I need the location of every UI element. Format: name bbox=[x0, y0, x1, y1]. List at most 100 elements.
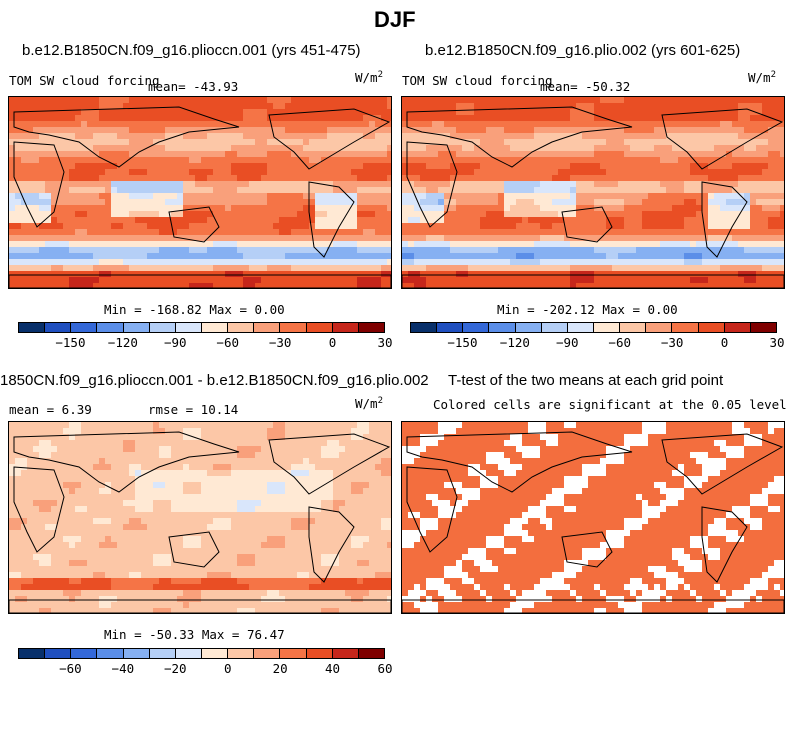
grid-cell bbox=[87, 163, 94, 170]
grid-cell bbox=[582, 121, 589, 128]
grid-cell bbox=[534, 253, 541, 260]
grid-cell bbox=[684, 253, 691, 260]
grid-cell bbox=[291, 265, 298, 272]
grid-cell bbox=[207, 169, 214, 176]
grid-cell bbox=[552, 211, 559, 218]
grid-cell bbox=[570, 265, 577, 272]
grid-cell bbox=[321, 199, 328, 206]
grid-cell bbox=[123, 151, 130, 158]
grid-cell bbox=[432, 247, 439, 254]
grid-cell bbox=[219, 115, 226, 122]
grid-cell bbox=[309, 199, 316, 206]
grid-cell bbox=[474, 265, 481, 272]
grid-cell bbox=[237, 109, 244, 116]
grid-cell bbox=[570, 121, 577, 128]
grid-cell bbox=[438, 145, 445, 152]
grid-cell bbox=[426, 157, 433, 164]
grid-cell bbox=[327, 476, 334, 483]
grid-cell bbox=[21, 259, 28, 266]
grid-cell bbox=[480, 109, 487, 116]
grid-cell bbox=[420, 271, 427, 278]
grid-cell bbox=[129, 127, 136, 134]
grid-cell bbox=[480, 271, 487, 278]
grid-cell bbox=[528, 259, 535, 266]
grid-cell bbox=[462, 127, 469, 134]
grid-cell bbox=[624, 235, 631, 242]
grid-cell bbox=[696, 211, 703, 218]
grid-cell bbox=[339, 175, 346, 182]
grid-cell bbox=[714, 169, 721, 176]
grid-cell bbox=[33, 133, 40, 140]
grid-cell bbox=[684, 163, 691, 170]
grid-cell bbox=[486, 229, 493, 236]
grid-cell bbox=[426, 121, 433, 128]
grid-cell bbox=[291, 253, 298, 260]
grid-cell bbox=[309, 482, 316, 489]
grid-cell bbox=[426, 199, 433, 206]
grid-cell bbox=[177, 199, 184, 206]
grid-cell bbox=[21, 187, 28, 194]
grid-cell bbox=[357, 458, 364, 465]
grid-cell bbox=[63, 283, 70, 288]
grid-cell bbox=[630, 253, 637, 260]
grid-cell bbox=[558, 127, 565, 134]
grid-cell bbox=[279, 145, 286, 152]
grid-cell bbox=[291, 187, 298, 194]
grid-cell bbox=[39, 440, 46, 447]
grid-cell bbox=[498, 181, 505, 188]
grid-cell bbox=[522, 235, 529, 242]
grid-cell bbox=[105, 428, 112, 435]
grid-cell bbox=[339, 494, 346, 501]
grid-cell bbox=[333, 175, 340, 182]
grid-cell bbox=[45, 217, 52, 224]
grid-cell bbox=[738, 175, 745, 182]
grid-cell bbox=[480, 247, 487, 254]
grid-cell bbox=[408, 181, 415, 188]
grid-cell bbox=[690, 199, 697, 206]
grid-cell bbox=[444, 121, 451, 128]
grid-cell bbox=[654, 139, 661, 146]
grid-cell bbox=[678, 241, 685, 248]
grid-cell bbox=[111, 121, 118, 128]
grid-cell bbox=[606, 199, 613, 206]
grid-cell bbox=[285, 97, 292, 104]
grid-cell bbox=[726, 169, 733, 176]
grid-cell bbox=[315, 476, 322, 483]
grid-cell bbox=[123, 259, 130, 266]
grid-cell bbox=[534, 151, 541, 158]
grid-cell bbox=[408, 283, 415, 288]
grid-cell bbox=[690, 193, 697, 200]
grid-cell bbox=[237, 211, 244, 218]
grid-cell bbox=[171, 464, 178, 471]
grid-cell bbox=[444, 175, 451, 182]
grid-cell bbox=[207, 121, 214, 128]
grid-cell bbox=[327, 103, 334, 110]
grid-cell bbox=[738, 271, 745, 278]
grid-cell bbox=[279, 446, 286, 453]
grid-cell bbox=[588, 271, 595, 278]
grid-cell bbox=[261, 494, 268, 501]
grid-cell bbox=[237, 103, 244, 110]
grid-cell bbox=[231, 452, 238, 459]
grid-cell bbox=[141, 428, 148, 435]
grid-cell bbox=[123, 163, 130, 170]
grid-cell bbox=[510, 229, 517, 236]
grid-cell bbox=[570, 169, 577, 176]
grid-cell bbox=[309, 470, 316, 477]
grid-cell bbox=[189, 127, 196, 134]
grid-cell bbox=[39, 133, 46, 140]
grid-cell bbox=[51, 109, 58, 116]
grid-cell bbox=[381, 277, 388, 284]
grid-cell bbox=[135, 452, 142, 459]
grid-cell bbox=[630, 109, 637, 116]
grid-cell bbox=[387, 259, 391, 266]
grid-cell bbox=[105, 265, 112, 272]
grid-cell bbox=[189, 241, 196, 248]
grid-cell bbox=[303, 476, 310, 483]
grid-cell bbox=[285, 440, 292, 447]
grid-cell bbox=[498, 145, 505, 152]
grid-cell bbox=[117, 109, 124, 116]
grid-cell bbox=[165, 145, 172, 152]
grid-cell bbox=[255, 145, 262, 152]
grid-cell bbox=[69, 422, 76, 429]
